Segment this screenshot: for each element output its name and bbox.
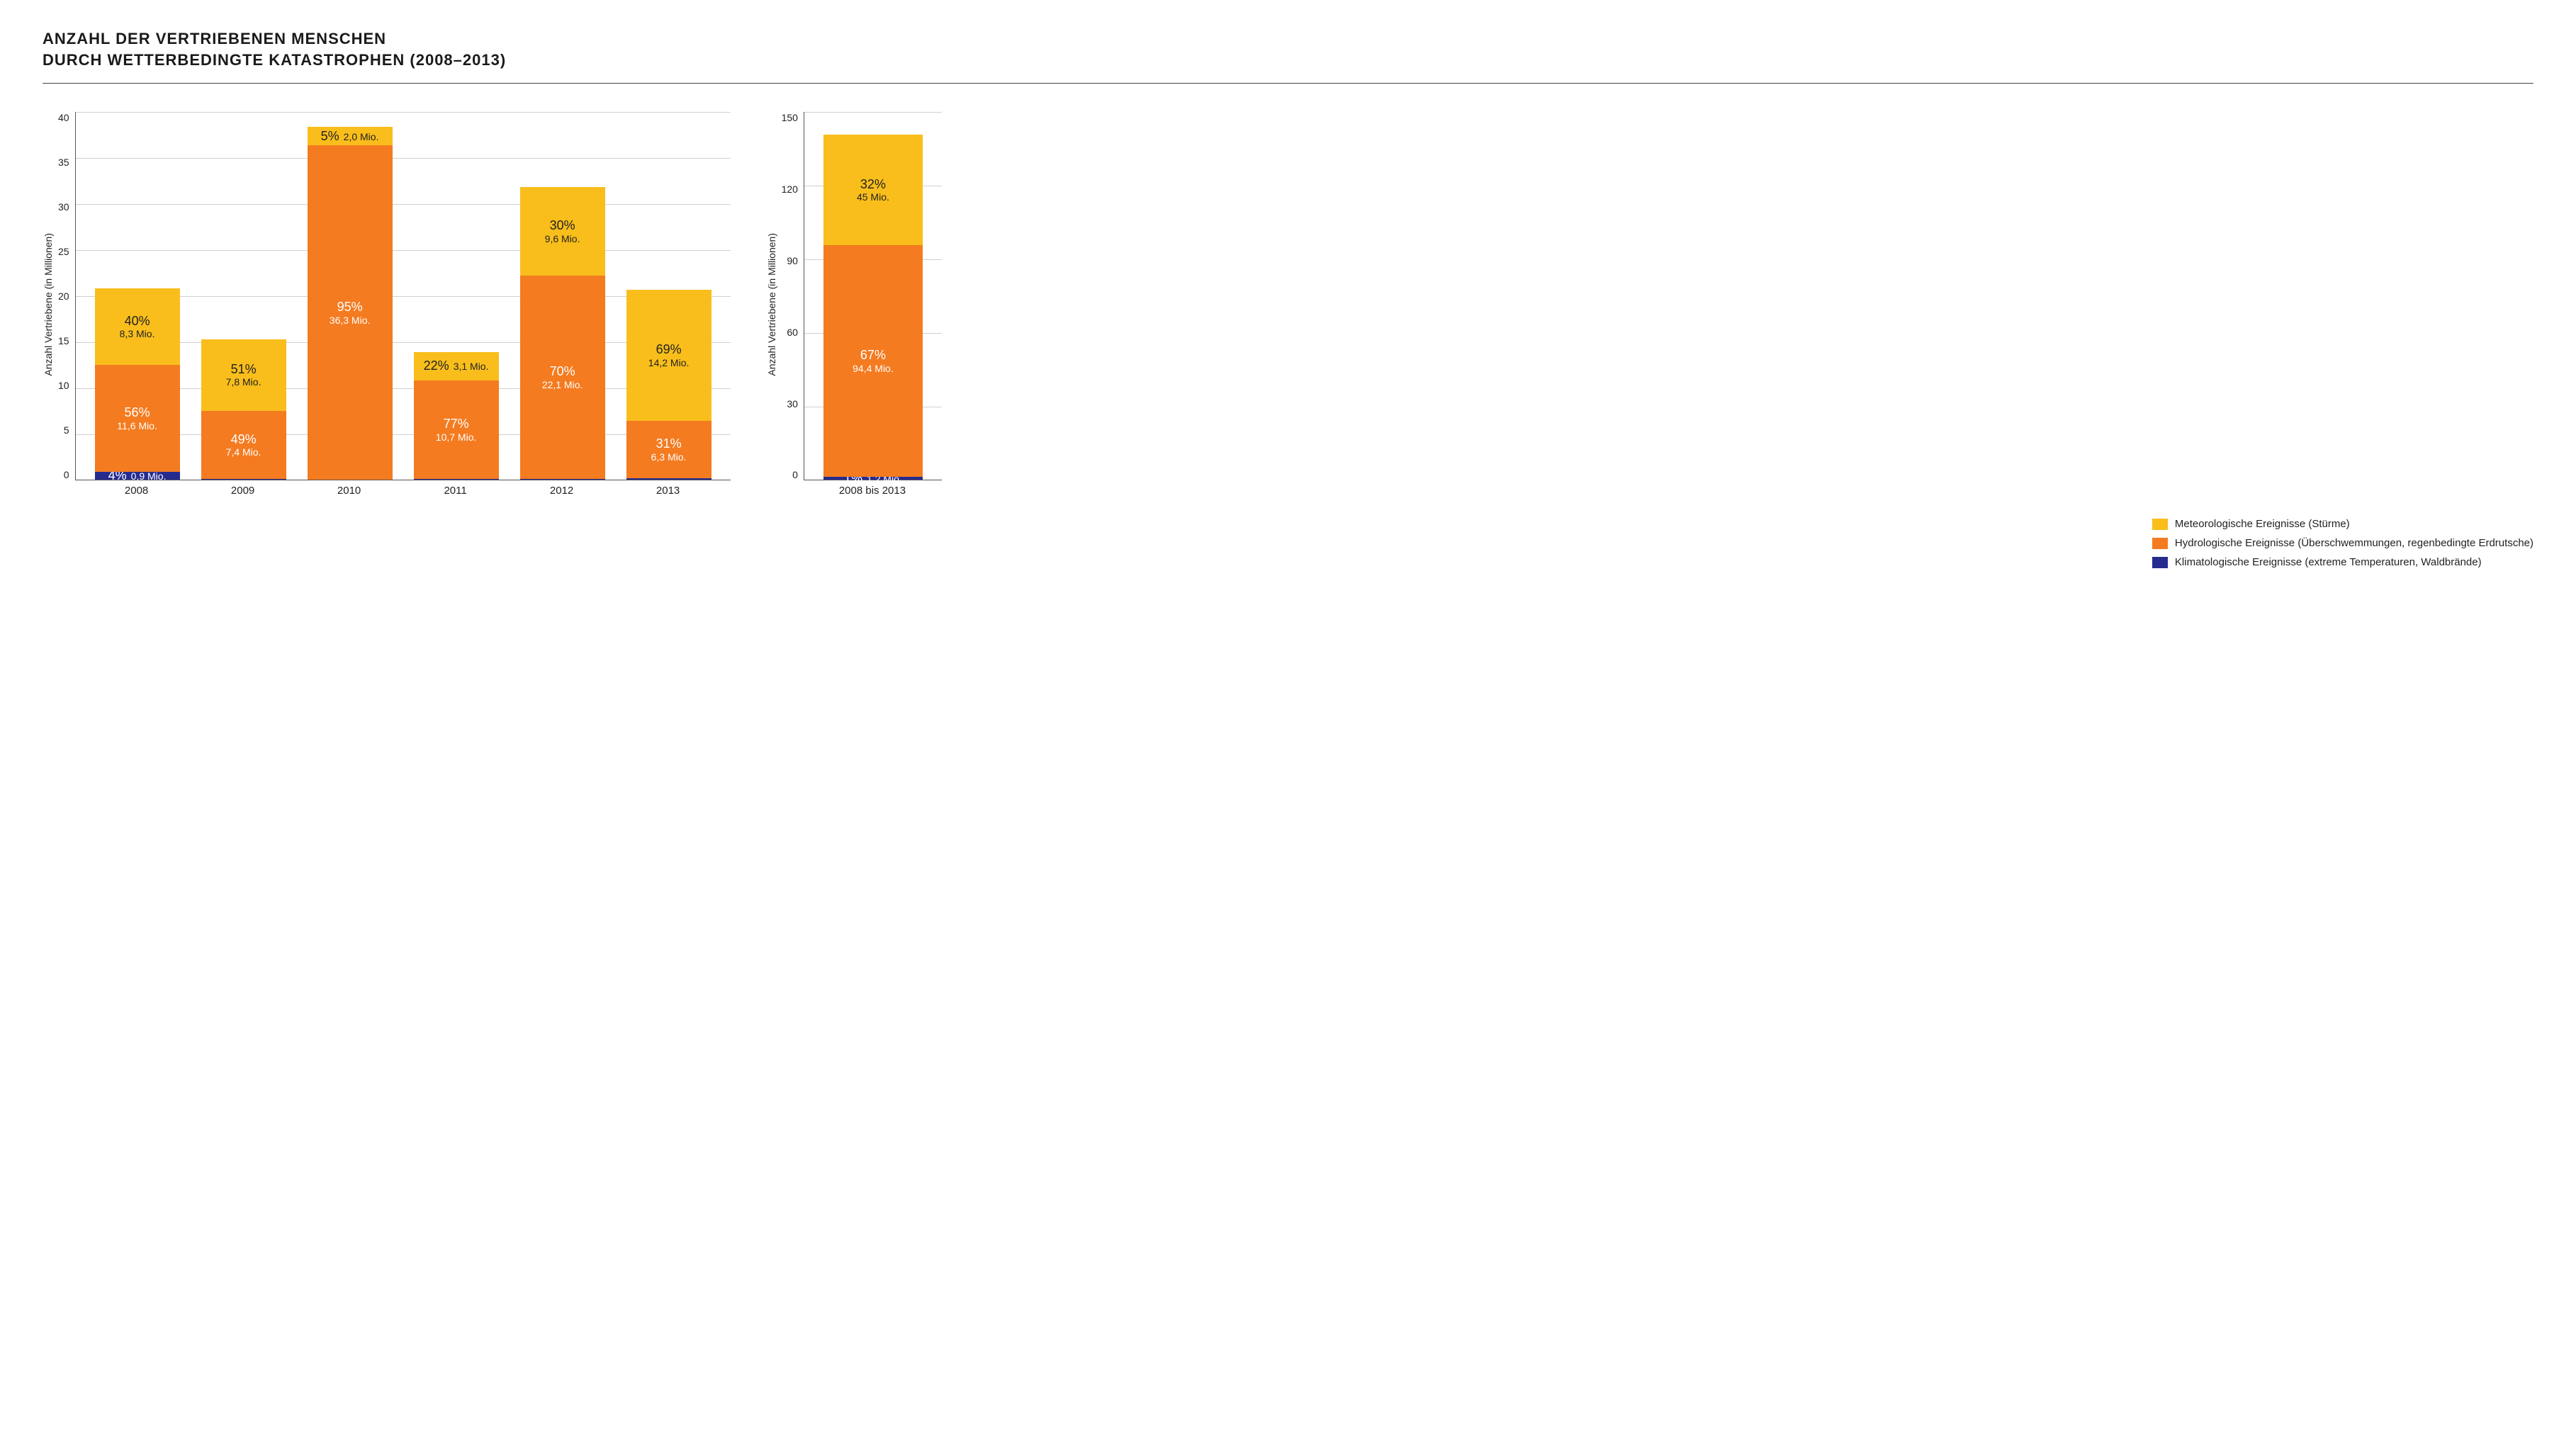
yearly-chart-x-labels: 200820092010201120122013	[75, 480, 731, 497]
yearly-chart-segment-climatological	[414, 479, 499, 480]
yearly-chart: Anzahl Vertriebene (in Millionen) 40 35 30 2…	[43, 112, 731, 497]
total-chart-segment-label: 32%45 Mio.	[857, 177, 889, 203]
yearly-chart-x-label: 2010	[296, 485, 403, 497]
yearly-chart-segment-meteorological: 51%7,8 Mio.	[201, 339, 286, 411]
total-chart-bar: 1%1,2 Mio. 67%94,4 Mio. 32%45 Mio.	[823, 135, 923, 480]
yearly-chart-segment-hydrological: 70%22,1 Mio.	[520, 276, 605, 479]
yearly-chart-x-label: 2008	[84, 485, 190, 497]
yearly-chart-y-tick: 25	[58, 246, 69, 257]
yearly-chart-y-tick: 15	[58, 335, 69, 346]
yearly-chart-segment-hydrological: 77%10,7 Mio.	[414, 380, 499, 479]
yearly-chart-y-tick: 10	[58, 380, 69, 391]
yearly-chart-plot: 4%0,9 Mio. 56%11,6 Mio. 40%8,3 Mio. 49%7,4 …	[75, 112, 731, 480]
yearly-chart-segment-meteorological: 5%2,0 Mio.	[308, 127, 393, 145]
total-chart-y-tick: 0	[792, 469, 798, 480]
yearly-chart-segment-hydrological: 49%7,4 Mio.	[201, 411, 286, 479]
legend-swatch-hydrological	[2152, 538, 2168, 549]
total-chart-y-tick: 150	[782, 112, 798, 123]
yearly-chart-x-label: 2011	[403, 485, 509, 497]
yearly-chart-segment-meteorological: 22%3,1 Mio.	[414, 352, 499, 380]
chart-title: ANZAHL DER VERTRIEBENEN MENSCHEN DURCH W…	[43, 28, 2533, 70]
yearly-chart-bar: 70%22,1 Mio. 30%9,6 Mio.	[520, 187, 605, 480]
yearly-chart-segment-label: 31%6,3 Mio.	[651, 436, 687, 463]
yearly-chart-segment-label: 95%36,3 Mio.	[330, 300, 371, 326]
yearly-chart-segment-climatological	[201, 479, 286, 480]
total-chart: Anzahl Vertriebene (in Millionen) 150 120 9…	[766, 112, 942, 497]
total-chart-bar-slot: 1%1,2 Mio. 67%94,4 Mio. 32%45 Mio.	[813, 112, 933, 480]
legend-item-hydrological: Hydrologische Ereignisse (Überschwemmung…	[2152, 537, 2533, 549]
yearly-chart-segment-meteorological: 40%8,3 Mio.	[95, 288, 180, 365]
total-chart-plot: 1%1,2 Mio. 67%94,4 Mio. 32%45 Mio.	[804, 112, 942, 480]
yearly-chart-bar-slot: 70%22,1 Mio. 30%9,6 Mio.	[510, 112, 616, 480]
yearly-chart-y-tick: 20	[58, 290, 69, 302]
yearly-chart-segment-label: 49%7,4 Mio.	[226, 432, 261, 458]
legend-item-meteorological: Meteorologische Ereignisse (Stürme)	[2152, 518, 2533, 530]
yearly-chart-x-label: 2009	[190, 485, 296, 497]
yearly-chart-segment-label: 69%14,2 Mio.	[648, 342, 690, 368]
yearly-chart-y-tick: 5	[64, 424, 69, 436]
yearly-chart-segment-climatological	[520, 479, 605, 480]
yearly-chart-segment-meteorological: 30%9,6 Mio.	[520, 187, 605, 276]
yearly-chart-bar-slot: 31%6,3 Mio. 69%14,2 Mio.	[616, 112, 722, 480]
yearly-chart-bar: 49%7,4 Mio. 51%7,8 Mio.	[201, 339, 286, 480]
legend-swatch-climatological	[2152, 557, 2168, 568]
total-chart-y-tick: 30	[787, 398, 798, 410]
total-chart-segment-climatological: 1%1,2 Mio.	[823, 477, 923, 480]
yearly-chart-bar-slot: 95%36,3 Mio. 5%2,0 Mio.	[297, 112, 403, 480]
yearly-chart-segment-label: 56%11,6 Mio.	[117, 405, 157, 431]
legend-item-climatological: Klimatologische Ereignisse (extreme Temp…	[2152, 556, 2533, 568]
yearly-chart-bar-slot: 77%10,7 Mio. 22%3,1 Mio.	[403, 112, 510, 480]
yearly-chart-segment-label: 40%8,3 Mio.	[120, 314, 155, 340]
yearly-chart-segment-climatological: 4%0,9 Mio.	[95, 472, 180, 480]
yearly-chart-bar: 4%0,9 Mio. 56%11,6 Mio. 40%8,3 Mio.	[95, 288, 180, 480]
yearly-chart-bar-slot: 49%7,4 Mio. 51%7,8 Mio.	[191, 112, 297, 480]
total-chart-x-label: 2008 bis 2013	[812, 485, 933, 497]
title-line-2: DURCH WETTERBEDINGTE KATASTROPHEN (2008–…	[43, 51, 506, 69]
yearly-chart-bar: 31%6,3 Mio. 69%14,2 Mio.	[626, 290, 712, 480]
yearly-chart-segment-label: 51%7,8 Mio.	[226, 362, 261, 388]
charts-row: Anzahl Vertriebene (in Millionen) 40 35 30 2…	[43, 112, 2533, 497]
total-chart-y-tick: 60	[787, 327, 798, 338]
yearly-chart-x-label: 2013	[615, 485, 721, 497]
yearly-chart-segment-hydrological: 31%6,3 Mio.	[626, 421, 712, 479]
total-chart-y-tick: 90	[787, 255, 798, 266]
yearly-chart-segment-label: 5%2,0 Mio.	[321, 129, 379, 144]
legend-label-climatological: Klimatologische Ereignisse (extreme Temp…	[2175, 556, 2482, 568]
legend: Meteorologische Ereignisse (Stürme) Hydro…	[2152, 518, 2533, 568]
yearly-chart-segment-meteorological: 69%14,2 Mio.	[626, 290, 712, 421]
yearly-chart-segment-hydrological: 95%36,3 Mio.	[308, 145, 393, 480]
title-line-1: ANZAHL DER VERTRIEBENEN MENSCHEN	[43, 30, 386, 47]
yearly-chart-y-axis-label: Anzahl Vertriebene (in Millionen)	[43, 233, 54, 376]
legend-swatch-meteorological	[2152, 519, 2168, 530]
yearly-chart-y-tick: 35	[58, 157, 69, 168]
yearly-chart-y-tick: 40	[58, 112, 69, 123]
total-chart-y-tick: 120	[782, 184, 798, 195]
yearly-chart-bar: 77%10,7 Mio. 22%3,1 Mio.	[414, 352, 499, 480]
yearly-chart-segment-label: 30%9,6 Mio.	[545, 218, 580, 244]
yearly-chart-segment-climatological	[626, 478, 712, 480]
yearly-chart-y-tick: 0	[64, 469, 69, 480]
yearly-chart-bar: 95%36,3 Mio. 5%2,0 Mio.	[308, 127, 393, 480]
total-chart-segment-meteorological: 32%45 Mio.	[823, 135, 923, 245]
yearly-chart: Anzahl Vertriebene (in Millionen) 40 35 30 2…	[43, 112, 731, 497]
total-chart-y-axis-label: Anzahl Vertriebene (in Millionen)	[766, 233, 777, 376]
yearly-chart-x-label: 2012	[509, 485, 615, 497]
yearly-chart-bar-slot: 4%0,9 Mio. 56%11,6 Mio. 40%8,3 Mio.	[84, 112, 191, 480]
yearly-chart-segment-label: 77%10,7 Mio.	[436, 417, 477, 443]
yearly-chart-segment-label: 22%3,1 Mio.	[424, 358, 489, 373]
title-divider	[43, 83, 2533, 84]
yearly-chart-y-ticks: 40 35 30 25 20 15 10 5 0	[58, 112, 75, 480]
total-chart-segment-label: 67%94,4 Mio.	[853, 348, 894, 374]
yearly-chart-y-tick: 30	[58, 201, 69, 213]
yearly-chart-segment-hydrological: 56%11,6 Mio.	[95, 365, 180, 472]
total-chart-y-ticks: 150 120 90 60 30 0	[782, 112, 804, 480]
legend-label-meteorological: Meteorologische Ereignisse (Stürme)	[2175, 518, 2350, 530]
total-chart-segment-hydrological: 67%94,4 Mio.	[823, 245, 923, 477]
total-chart: Anzahl Vertriebene (in Millionen) 150 120 9…	[766, 112, 942, 497]
yearly-chart-segment-label: 70%22,1 Mio.	[542, 364, 583, 390]
legend-label-hydrological: Hydrologische Ereignisse (Überschwemmung…	[2175, 537, 2533, 549]
